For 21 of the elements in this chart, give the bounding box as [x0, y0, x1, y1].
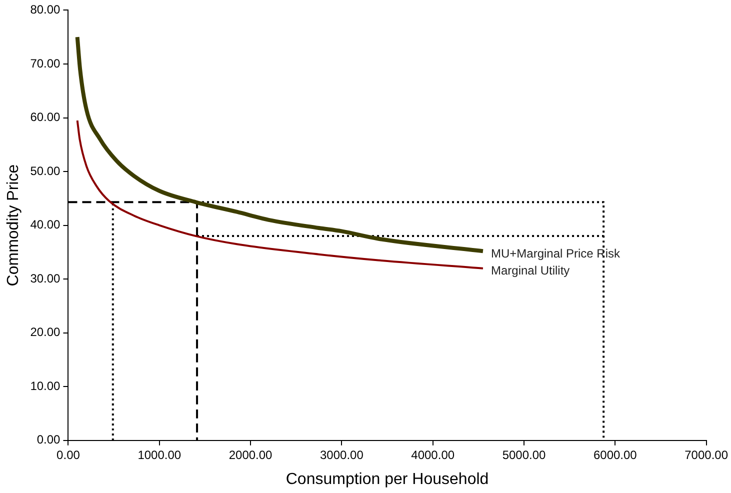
- x-tick-label: 0.00: [56, 448, 80, 462]
- x-tick-label: 7000.00: [684, 448, 728, 462]
- x-tick-label: 4000.00: [411, 448, 455, 462]
- x-tick-label: 1000.00: [138, 448, 182, 462]
- x-tick-label: 2000.00: [228, 448, 273, 462]
- x-axis-title: Consumption per Household: [286, 470, 489, 488]
- series-label: Marginal Utility: [490, 264, 570, 278]
- y-tick-label: 30.00: [30, 271, 61, 286]
- y-tick-label: 60.00: [30, 110, 61, 124]
- y-tick-label: 0.00: [36, 432, 61, 447]
- y-axis-title: Commodity Price: [5, 164, 22, 286]
- x-tick-label: 6000.00: [593, 448, 638, 462]
- y-tick-label: 80.00: [30, 2, 61, 17]
- series-label: MU+Marginal Price Risk: [490, 246, 622, 260]
- x-tick-label: 5000.00: [502, 448, 546, 462]
- x-tick-label: 3000.00: [320, 448, 364, 462]
- y-tick-label: 70.00: [30, 56, 61, 70]
- y-tick-label: 50.00: [30, 164, 61, 178]
- y-tick-label: 10.00: [30, 378, 61, 393]
- y-tick-label: 40.00: [30, 218, 61, 232]
- y-tick-label: 20.00: [30, 325, 61, 340]
